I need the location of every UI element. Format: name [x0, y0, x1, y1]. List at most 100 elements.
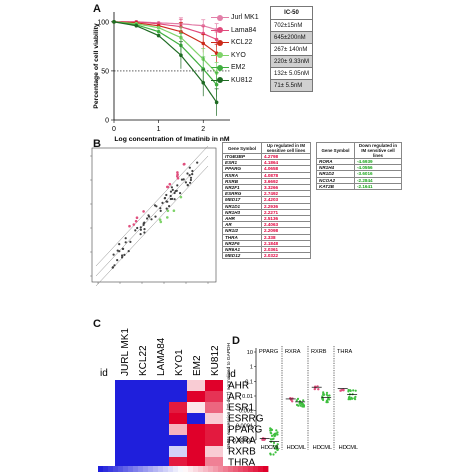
- ic50-value: 220± 9.33nM: [270, 55, 313, 68]
- data-point: [201, 31, 206, 36]
- heatmap-cell: [187, 457, 205, 468]
- upregulated-point: [176, 174, 179, 178]
- data-point: [179, 35, 183, 40]
- downregulated-point: [158, 218, 162, 221]
- scatter-point: [173, 191, 176, 195]
- hd-point: [261, 438, 264, 441]
- data-point: [179, 21, 183, 26]
- legend-swatch: [211, 39, 229, 47]
- cml-point: [328, 398, 331, 401]
- color-scale-segment: [113, 466, 119, 472]
- heatmap-cell: [133, 413, 151, 424]
- fold-change-guide: [95, 155, 209, 277]
- y-tick-label: 0.01: [242, 394, 253, 400]
- cml-point: [274, 432, 277, 435]
- legend-label: KCL22: [231, 39, 253, 46]
- scatter-point: [143, 228, 146, 231]
- cml-point: [295, 403, 299, 406]
- cml-point: [302, 403, 305, 406]
- scatter-point: [143, 231, 146, 234]
- scatter-point: [121, 254, 124, 257]
- data-point: [134, 23, 139, 28]
- data-point: [179, 29, 183, 34]
- heatmap-cell: [115, 424, 133, 435]
- scatter-point: [166, 200, 169, 203]
- cml-point: [300, 402, 303, 405]
- heatmap-cell: [169, 446, 187, 457]
- scatter-point: [191, 173, 194, 176]
- heatmap-cell: [133, 435, 151, 446]
- downregulated-point: [166, 216, 169, 219]
- scatter-frame: [91, 147, 217, 283]
- heatmap-cell: [115, 402, 133, 413]
- color-scale-segment: [243, 466, 249, 472]
- ic50-value: 71± 5.5nM: [270, 79, 313, 92]
- scatter-point: [159, 207, 162, 210]
- cml-point: [300, 402, 304, 406]
- series-line-kcl22: [113, 21, 217, 54]
- y-tick-label: 0.00001: [233, 438, 253, 444]
- color-scale-segment: [178, 466, 184, 472]
- scatter-point: [174, 190, 177, 193]
- color-scale-segment: [258, 466, 264, 472]
- color-scale-segment: [158, 466, 164, 472]
- cml-point: [348, 397, 351, 400]
- scatter-point: [165, 193, 168, 197]
- scatter-point: [196, 161, 199, 164]
- scatter-point: [175, 189, 178, 192]
- heatmap-cell: [151, 413, 169, 424]
- cml-point: [302, 405, 305, 408]
- upregulated-point: [134, 219, 138, 223]
- upregulated-point: [176, 177, 180, 180]
- panel-label-c: C: [93, 318, 101, 330]
- cml-point: [322, 398, 325, 402]
- scatter-point: [186, 184, 189, 187]
- up-table-row: MED12 2.0322: [222, 252, 311, 260]
- data-point: [112, 20, 116, 24]
- cml-point: [296, 397, 300, 400]
- scatter-point: [154, 215, 157, 218]
- y-tick-label: 0.001: [239, 409, 253, 415]
- scatter-point: [191, 169, 194, 173]
- cml-point: [272, 433, 275, 436]
- panel-label-a: A: [93, 3, 101, 15]
- scatter-point: [139, 228, 142, 231]
- heatmap-row-axis-label: id: [228, 369, 236, 380]
- cml-point: [269, 431, 272, 434]
- scatter-point: [111, 266, 114, 269]
- hd-point: [314, 386, 317, 389]
- cml-point: [276, 448, 279, 452]
- scatter-point: [139, 233, 142, 236]
- data-point: [156, 23, 161, 28]
- ic50-header: IC-50: [270, 6, 313, 20]
- cml-point: [328, 394, 331, 397]
- cml-point: [348, 395, 351, 398]
- cml-point: [272, 437, 275, 440]
- legend-swatch: [211, 51, 229, 59]
- hd-point: [289, 398, 293, 401]
- panel-label-b: B: [93, 138, 101, 150]
- data-point: [156, 21, 161, 25]
- data-point: [134, 21, 139, 25]
- cml-point: [322, 393, 325, 396]
- fold-change-value: 2.0322: [261, 252, 311, 260]
- scatter-point: [186, 183, 189, 187]
- heatmap-cell: [115, 435, 133, 446]
- color-scale-segment: [118, 466, 124, 472]
- heatmap-cell: [205, 457, 223, 468]
- heatmap-cell: [205, 446, 223, 457]
- cml-point: [325, 393, 328, 396]
- color-scale-segment: [148, 466, 154, 472]
- heatmap-cell: [133, 457, 151, 468]
- cml-point: [302, 399, 305, 402]
- heatmap-cell: [115, 391, 133, 402]
- cml-point: [275, 429, 278, 432]
- cml-point: [321, 395, 324, 398]
- scatter-point: [163, 196, 167, 200]
- category-label-hd: HD: [287, 445, 295, 451]
- upregulated-point: [183, 162, 186, 166]
- downregulated-point: [172, 209, 176, 212]
- scatter-point: [111, 266, 115, 269]
- legend-swatch: [211, 14, 229, 22]
- category-label-cml: CML: [346, 445, 358, 451]
